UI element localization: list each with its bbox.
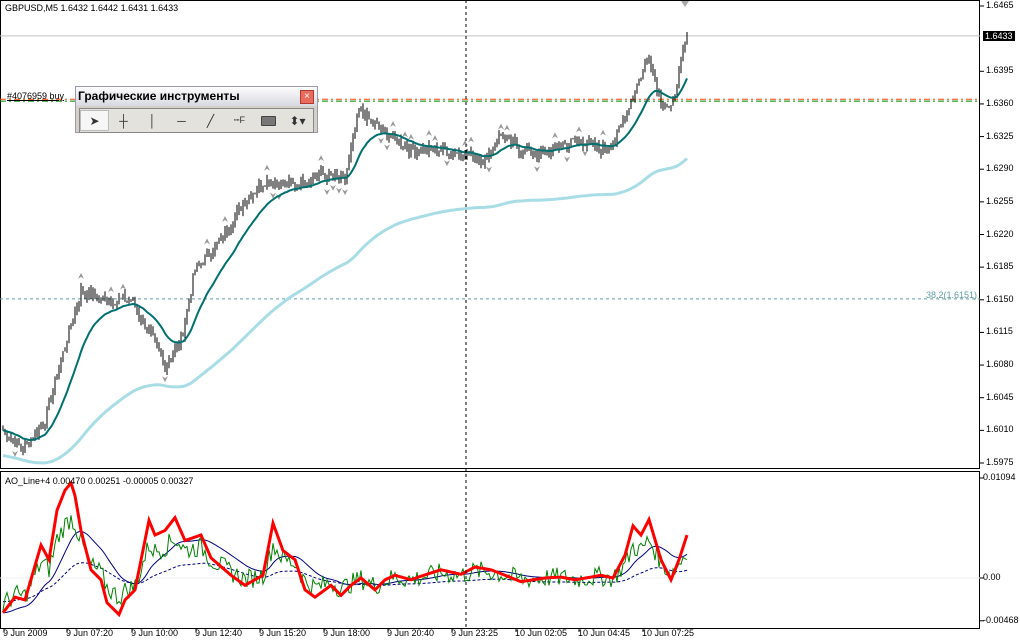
- fractal-up-icon: [264, 164, 270, 171]
- order-line-label[interactable]: #4076959 buy: [7, 91, 65, 101]
- fractal-down-icon: [378, 137, 384, 144]
- fibonacci-tool-button[interactable]: ┉F: [225, 110, 254, 131]
- fractal-down-icon: [324, 189, 330, 196]
- fractal-down-icon: [582, 150, 588, 157]
- fractal-down-icon: [342, 189, 348, 196]
- rectangle-icon: [261, 115, 276, 126]
- price-tick-label: 1.6150: [986, 293, 1014, 304]
- time-tick-label: 9 Jun 12:40: [195, 628, 243, 638]
- indicator-tick-label: 0.01094: [983, 472, 1016, 482]
- price-tick-label: 1.6360: [986, 97, 1014, 108]
- price-tick-label: 1.6255: [986, 195, 1014, 206]
- fractal-up-icon: [498, 123, 504, 130]
- fractal-up-icon: [78, 272, 84, 279]
- fractal-down-icon: [336, 187, 342, 194]
- price-tick-label: 1.6045: [986, 391, 1014, 402]
- time-tick-label: 10 Jun 04:45: [578, 628, 631, 638]
- fractal-up-icon: [204, 238, 210, 245]
- moving-average-fast: [2, 77, 688, 442]
- fractal-up-icon: [576, 126, 582, 133]
- indicator-tick-label: 0.00: [983, 572, 1001, 582]
- fractal-down-icon: [162, 376, 168, 383]
- ao-fast-line: [2, 515, 688, 611]
- fractal-up-icon: [552, 132, 558, 139]
- fractal-up-icon: [432, 135, 438, 142]
- close-icon[interactable]: ×: [300, 90, 314, 104]
- current-price-tag: 1.6433: [983, 31, 1015, 41]
- fractal-up-icon: [318, 155, 324, 162]
- fractal-down-icon: [564, 156, 570, 163]
- fractal-down-icon: [330, 184, 336, 191]
- time-tick-label: 9 Jun 23:25: [451, 628, 499, 638]
- vertical-line-icon: │: [148, 113, 157, 128]
- moving-average-slow: [2, 157, 689, 465]
- time-tick-label: 10 Jun 07:25: [642, 628, 695, 638]
- rectangle-tool-button[interactable]: [254, 110, 283, 131]
- indicator-label: AO_Line+4 0.00470 0.00251 -0.00005 0.003…: [5, 476, 194, 486]
- horizontal-line-tool-button[interactable]: ─: [167, 110, 196, 131]
- indicator-tick-label: -0.00468: [983, 614, 1019, 625]
- time-tick-label: 9 Jun 07:20: [66, 628, 114, 638]
- price-tick-label: 1.6290: [986, 163, 1014, 174]
- arrow-icon: ➤: [89, 113, 100, 128]
- fractal-down-icon: [384, 144, 390, 151]
- price-tick-label: 1.6325: [986, 130, 1014, 141]
- fractal-up-icon: [468, 136, 474, 143]
- fractal-down-icon: [270, 192, 276, 199]
- fractal-up-icon: [504, 124, 510, 131]
- ao-slow-signal-line: [2, 562, 688, 603]
- price-tick-label: 1.6080: [986, 359, 1014, 370]
- fractal-up-icon: [390, 121, 396, 128]
- toolbar-title[interactable]: Графические инструменты: [76, 87, 317, 106]
- drawing-tools-toolbar[interactable]: Графические инструменты × ➤ ┼ │ ─ ╱ ┉F ⬍…: [75, 86, 318, 133]
- time-tick-label: 9 Jun 18:00: [323, 628, 371, 638]
- price-tick-label: 1.6395: [986, 65, 1014, 76]
- arrows-tool-button[interactable]: ⬍▾: [283, 110, 312, 131]
- fractal-up-icon: [120, 283, 126, 290]
- fibonacci-icon: ┉F: [234, 115, 245, 125]
- time-tick-label: 9 Jun 2009: [3, 628, 48, 638]
- fractal-up-icon: [222, 216, 228, 223]
- time-tick-label: 9 Jun 15:20: [259, 628, 307, 638]
- time-tick-label: 9 Jun 20:40: [387, 628, 435, 638]
- fractal-up-icon: [426, 130, 432, 137]
- price-tick-label: 1.6185: [986, 261, 1014, 272]
- fractal-down-icon: [444, 160, 450, 167]
- fractal-down-icon: [12, 450, 18, 457]
- trendline-tool-button[interactable]: ╱: [196, 110, 225, 131]
- arrows-dropdown-icon: ⬍▾: [289, 113, 306, 128]
- horizontal-line-icon: ─: [177, 113, 186, 128]
- price-tick-label: 1.6010: [986, 424, 1014, 435]
- scroll-marker-icon: [681, 1, 689, 7]
- trendline-icon: ╱: [206, 113, 215, 128]
- price-tick-label: 1.6115: [986, 326, 1013, 337]
- time-tick-label: 10 Jun 02:05: [515, 628, 568, 638]
- ao-main-line: [1, 479, 689, 618]
- fractal-up-icon: [600, 129, 606, 136]
- crosshair-icon: ┼: [119, 113, 128, 128]
- crosshair-tool-button[interactable]: ┼: [109, 110, 138, 131]
- indicator-pane-frame: [0, 471, 980, 629]
- vertical-line-tool-button[interactable]: │: [138, 110, 167, 131]
- fractal-up-icon: [408, 133, 414, 140]
- fractal-down-icon: [534, 166, 540, 173]
- time-tick-label: 9 Jun 10:00: [131, 628, 179, 638]
- symbol-info: GBPUSD,M5 1.6432 1.6442 1.6431 1.6433: [5, 3, 179, 13]
- fractal-up-icon: [108, 286, 114, 293]
- cursor-tool-button[interactable]: ➤: [80, 110, 109, 131]
- fibo-label[interactable]: 38.2(1.6151): [926, 290, 978, 300]
- price-tick-label: 1.5975: [986, 457, 1014, 467]
- main-pane-frame: [0, 0, 980, 469]
- fractal-up-icon: [462, 140, 468, 147]
- price-tick-label: 1.6465: [986, 0, 1014, 10]
- fractal-down-icon: [486, 166, 492, 173]
- price-tick-label: 1.6220: [986, 228, 1014, 239]
- fractal-up-icon: [402, 131, 408, 138]
